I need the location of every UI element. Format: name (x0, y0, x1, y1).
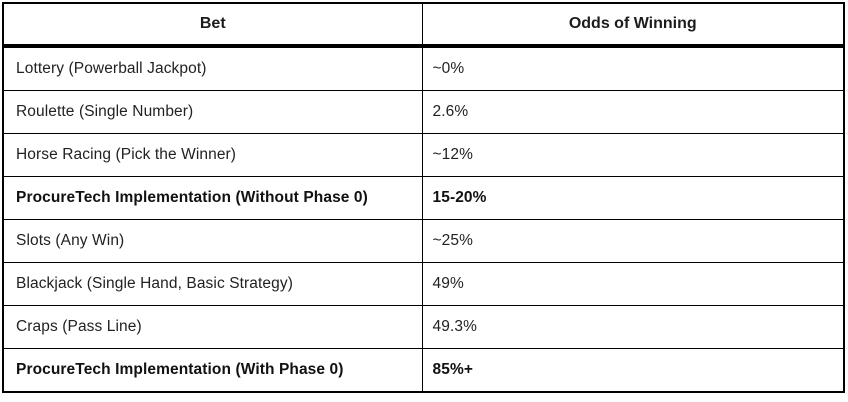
table-body: Lottery (Powerball Jackpot) ~0% Roulette (… (2, 45, 845, 393)
bet-cell: Craps (Pass Line) (2, 305, 423, 349)
odds-cell: ~0% (421, 45, 845, 91)
odds-comparison-table: Bet Odds of Winning Lottery (Powerball J… (2, 2, 845, 393)
bet-cell: Blackjack (Single Hand, Basic Strategy) (2, 262, 423, 306)
bet-cell: Slots (Any Win) (2, 219, 423, 263)
odds-cell: ~25% (421, 219, 845, 263)
odds-cell: 15-20% (421, 176, 845, 220)
table-row: ProcureTech Implementation (With Phase 0… (2, 348, 845, 393)
table-row: Roulette (Single Number) 2.6% (2, 90, 845, 134)
table-row: Horse Racing (Pick the Winner) ~12% (2, 133, 845, 177)
odds-cell: 49% (421, 262, 845, 306)
odds-cell: 49.3% (421, 305, 845, 349)
table-row: Lottery (Powerball Jackpot) ~0% (2, 45, 845, 91)
column-header-odds-of-winning: Odds of Winning (421, 2, 845, 48)
table-row: Blackjack (Single Hand, Basic Strategy) 4… (2, 262, 845, 306)
bet-cell: Roulette (Single Number) (2, 90, 423, 134)
table-row: ProcureTech Implementation (Without Phas… (2, 176, 845, 220)
table-row: Slots (Any Win) ~25% (2, 219, 845, 263)
odds-cell: ~12% (421, 133, 845, 177)
bet-cell: ProcureTech Implementation (With Phase 0… (2, 348, 423, 393)
column-header-bet: Bet (2, 2, 423, 48)
table-row: Craps (Pass Line) 49.3% (2, 305, 845, 349)
bet-cell: ProcureTech Implementation (Without Phas… (2, 176, 423, 220)
odds-cell: 85%+ (421, 348, 845, 393)
bet-cell: Horse Racing (Pick the Winner) (2, 133, 423, 177)
header-row: Bet Odds of Winning (2, 2, 845, 48)
bet-cell: Lottery (Powerball Jackpot) (2, 45, 423, 91)
odds-cell: 2.6% (421, 90, 845, 134)
